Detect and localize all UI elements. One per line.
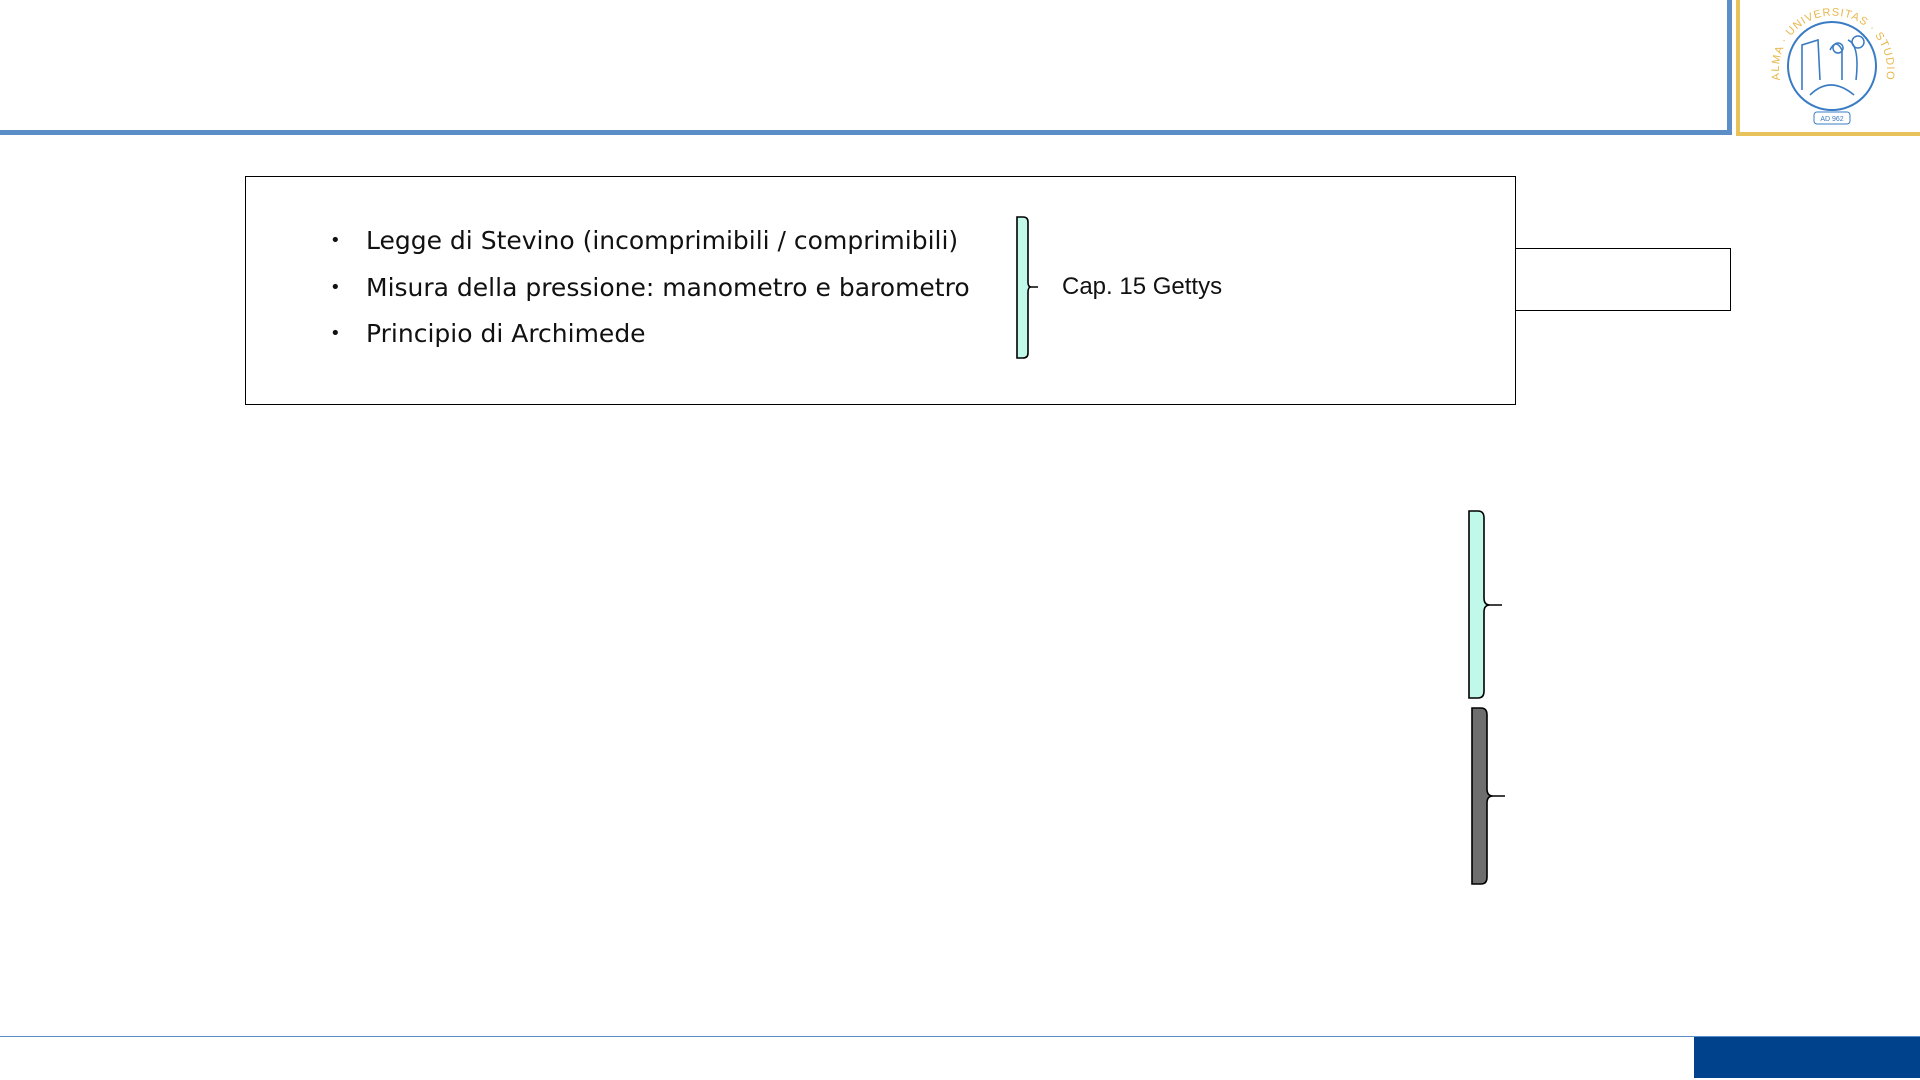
right-brace-icon	[1016, 216, 1038, 359]
university-seal-logo: ALMA · UNIVERSITAS · STUDIORUM · PARMENS…	[1735, 0, 1895, 125]
list-item-text: Legge di Stevino (incomprimibili / compr…	[366, 226, 959, 255]
list-item: • Misura della pressione: manometro e bar…	[330, 265, 970, 312]
right-brace-icon	[1471, 707, 1505, 885]
bullet-icon: •	[330, 323, 341, 344]
right-brace-icon	[1468, 510, 1502, 699]
bullet-icon: •	[330, 276, 341, 298]
list-item: • Legge di Stevino (incomprimibili / comp…	[330, 218, 970, 265]
list-item: • Principio di Archimede	[330, 311, 970, 358]
header-divider	[0, 130, 1731, 135]
svg-text:AD 962: AD 962	[1820, 116, 1843, 123]
chapter-reference: Cap. 15 Gettys	[1062, 273, 1223, 300]
header-vertical-divider	[1727, 0, 1732, 135]
footer-block	[1694, 1037, 1920, 1078]
footer-divider	[0, 1036, 1920, 1037]
list-item-text: Principio di Archimede	[366, 319, 646, 348]
university-logo-frame: ALMA · UNIVERSITAS · STUDIORUM · PARMENS…	[1735, 0, 1920, 136]
connector-box	[1516, 248, 1731, 311]
topic-list: • Legge di Stevino (incomprimibili / comp…	[330, 218, 970, 358]
list-item-text: Misura della pressione: manometro e baro…	[366, 272, 970, 302]
topics-box	[245, 176, 1516, 405]
bullet-icon: •	[330, 230, 341, 251]
